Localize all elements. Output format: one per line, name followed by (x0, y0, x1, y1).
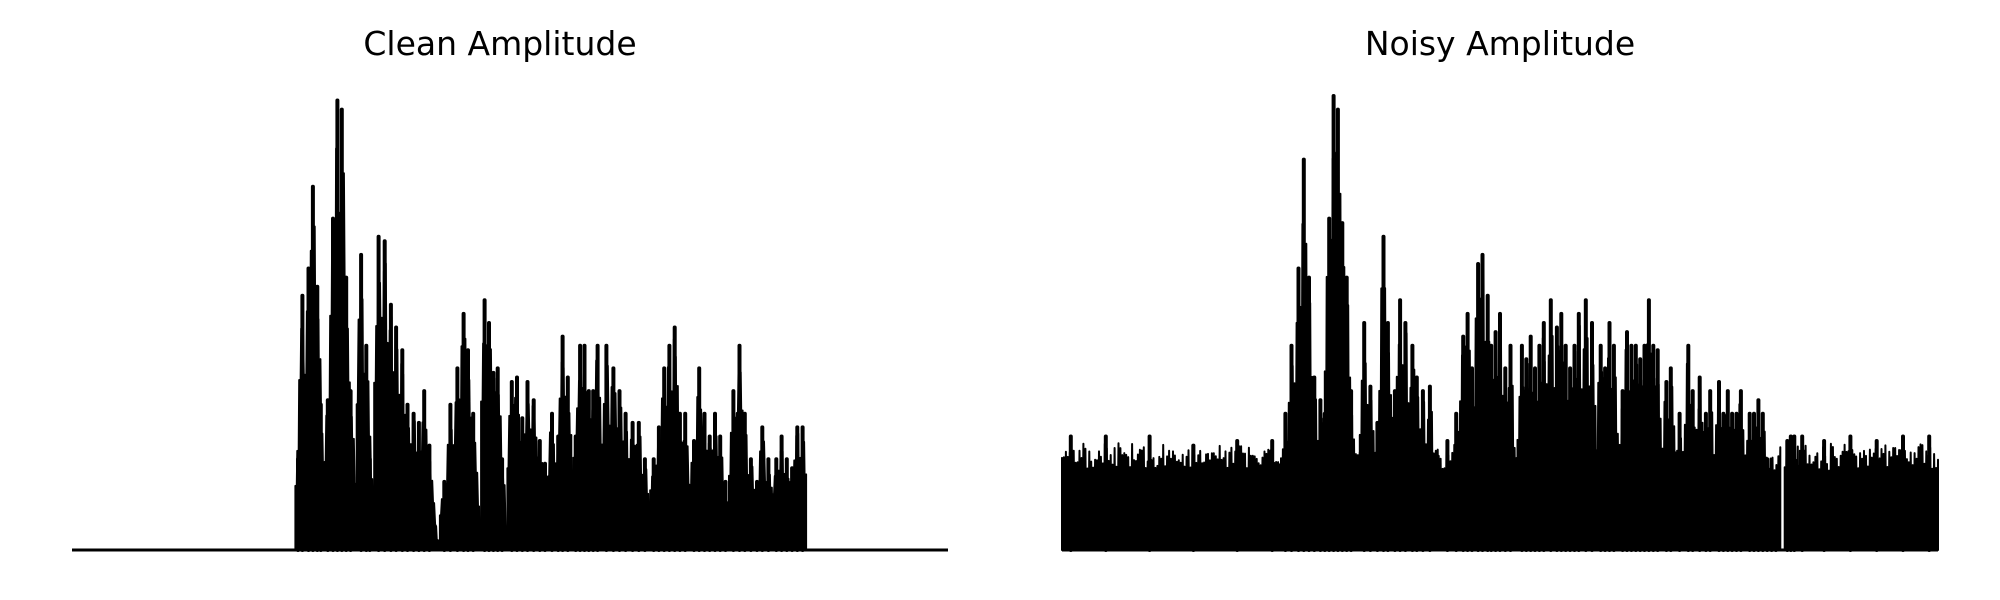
amplitude-segment (1061, 442, 1282, 551)
clean-amplitude-panel: Clean Amplitude (72, 24, 948, 552)
amplitude-segment (1796, 437, 1939, 551)
noisy-amplitude-title: Noisy Amplitude (1364, 24, 1636, 63)
noisy-amplitude-plot (1061, 94, 1939, 552)
clean-amplitude-title: Clean Amplitude (363, 24, 637, 63)
noisy-amplitude-panel: Noisy Amplitude (1000, 0, 2000, 600)
clean-amplitude-plot (72, 98, 948, 552)
